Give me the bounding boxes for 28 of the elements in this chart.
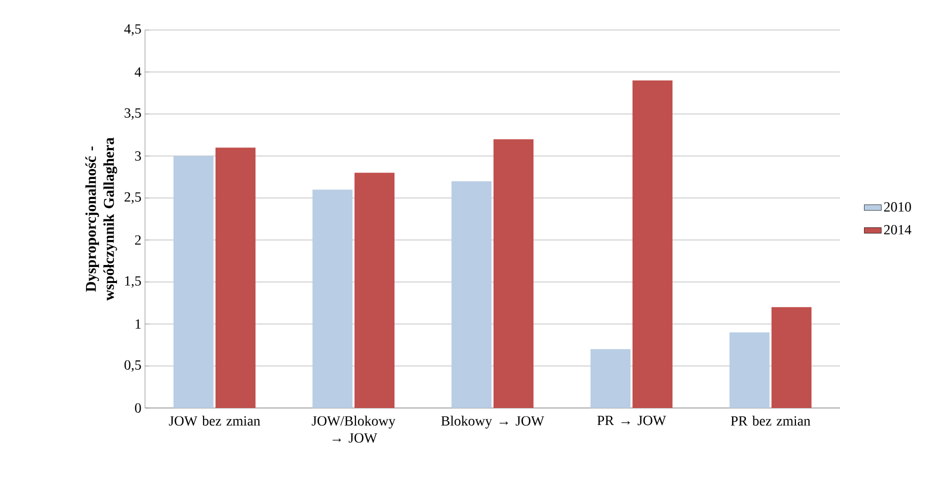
bar xyxy=(452,181,492,408)
y-tick-label: 0,5 xyxy=(124,360,141,372)
y-tick-label: 4,5 xyxy=(124,24,141,36)
y-tick-label: 2,5 xyxy=(124,192,141,204)
legend-label: 2010 xyxy=(884,202,911,212)
legend-label: 2014 xyxy=(884,224,912,234)
bar xyxy=(730,332,770,408)
bar xyxy=(174,156,214,408)
bar xyxy=(494,139,534,408)
y-axis-title: Dysproporcjonalność - współczynnik Gallaghera xyxy=(85,138,118,301)
y-tick-label: 1,5 xyxy=(125,276,141,288)
x-tick-label: Blokowy → JOW xyxy=(441,416,544,429)
bar xyxy=(312,190,353,408)
bar xyxy=(632,80,673,408)
y-tick-label: 2 xyxy=(135,235,141,245)
x-tick-label: JOW/Blokowy → JOW xyxy=(312,416,396,443)
y-tick-label: 0 xyxy=(135,403,141,413)
y-tick-label: 3,5 xyxy=(124,108,141,120)
bar xyxy=(216,148,256,408)
y-tick-label: 1 xyxy=(136,319,141,329)
y-tick-label: 4 xyxy=(134,67,142,77)
bar xyxy=(354,172,395,408)
bar xyxy=(590,349,631,408)
bar xyxy=(772,307,812,408)
x-tick-label: JOW bez zmian xyxy=(168,416,260,426)
x-tick-label: PR bez zmian xyxy=(730,416,810,426)
y-tick-label: 3 xyxy=(135,151,141,161)
x-tick-label: PR → JOW xyxy=(597,416,666,426)
